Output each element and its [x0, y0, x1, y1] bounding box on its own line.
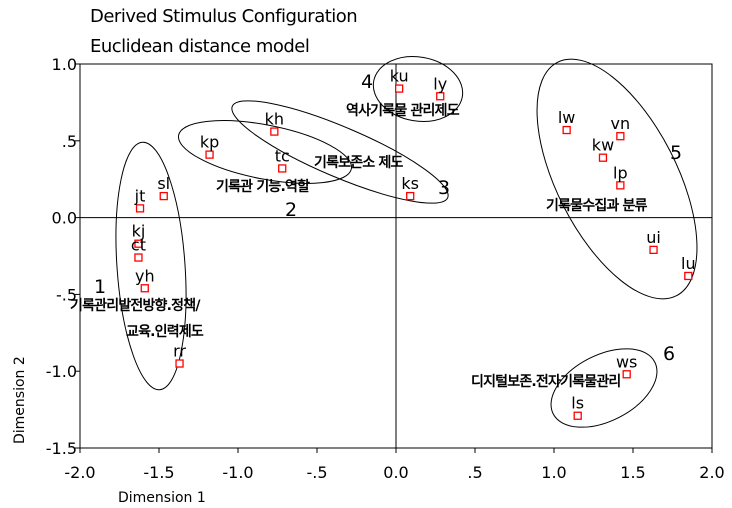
point-lu: [684, 271, 693, 281]
y-tick-label: 1.0: [52, 55, 77, 74]
point-ks: [406, 191, 415, 201]
group-4-outline: [372, 56, 464, 122]
point-label-kp: kp: [200, 133, 219, 152]
point-label-vn: vn: [611, 114, 631, 133]
point-kw: [598, 153, 608, 162]
group-2-name: 기록관 기능.역할: [216, 178, 310, 195]
point-kh: [270, 127, 279, 136]
point-ui: [649, 245, 658, 255]
point-ls: [573, 411, 582, 420]
x-tick-label: -.5: [306, 463, 327, 482]
point-label-ly: ly: [433, 74, 447, 93]
point-label-sl: sl: [157, 174, 170, 193]
point-ly: [436, 92, 445, 101]
y-tick-label: -1.5: [46, 439, 77, 458]
group-5-number: 5: [670, 142, 682, 164]
chart-title: Derived Stimulus Configuration: [90, 6, 358, 27]
x-tick-label: 0.0: [383, 463, 408, 482]
y-tick-label: -1.0: [46, 362, 77, 381]
point-label-ks: ks: [401, 174, 419, 193]
point-kp: [205, 150, 214, 159]
point-vn: [616, 132, 625, 141]
group-6-name: 디지털보존.전자기록물관리: [471, 373, 620, 390]
point-jt: [135, 204, 145, 213]
point-label-yh: yh: [135, 266, 155, 285]
group-4-name: 역사기록물 관리제도: [346, 102, 460, 119]
group-3-number: 3: [438, 177, 450, 199]
point-label-kj: kj: [132, 222, 146, 241]
y-tick-label: .5: [62, 132, 77, 151]
y-axis-label: Dimension 2: [12, 356, 28, 444]
point-ku: [395, 84, 404, 93]
point-label-kw: kw: [592, 136, 614, 155]
x-tick-label: -2.0: [64, 463, 95, 482]
chart-subtitle: Euclidean distance model: [90, 36, 310, 57]
point-label-rr: rr: [173, 342, 186, 361]
group-1-name: 기록관리발전방향.정책/: [70, 297, 201, 314]
y-tick-label: 0.0: [52, 209, 77, 228]
point-label-lw: lw: [558, 108, 576, 127]
group-4-number: 4: [361, 71, 373, 93]
group-1-name: 교육.인력제도: [126, 323, 204, 340]
group-1-number: 1: [94, 276, 106, 298]
x-tick-label: 1.0: [541, 463, 566, 482]
group-2-outline: [177, 120, 353, 184]
y-tick-label: -.5: [56, 285, 77, 304]
point-yh: [140, 284, 149, 293]
point-tc: [278, 164, 287, 173]
group-1-outline: [115, 141, 187, 391]
point-label-jt: jt: [134, 186, 146, 205]
point-sl: [159, 191, 168, 201]
point-label-ku: ku: [390, 67, 409, 86]
point-lp: [616, 181, 625, 190]
group-6-number: 6: [663, 343, 675, 365]
point-kj: [134, 239, 143, 248]
group-3-outline: [231, 100, 449, 204]
group-3-name: 기록보존소 제도: [314, 155, 404, 171]
group-6-outline: [550, 348, 658, 428]
point-label-ls: ls: [571, 394, 584, 413]
x-tick-label: .5: [467, 463, 482, 482]
point-label-lu: lu: [681, 254, 696, 273]
point-rr: [175, 359, 184, 368]
group-2-number: 2: [285, 199, 297, 221]
x-tick-label: -1.0: [222, 463, 253, 482]
point-lw: [562, 125, 571, 135]
x-tick-label: -1.5: [143, 463, 174, 482]
point-label-ui: ui: [646, 228, 661, 247]
group-5-outline: [536, 58, 698, 300]
point-label-ws: ws: [616, 352, 637, 371]
x-axis-label: Dimension 1: [118, 490, 206, 506]
x-tick-label: 1.5: [620, 463, 645, 482]
point-label-lp: lp: [613, 163, 628, 182]
x-tick-label: 2.0: [699, 463, 724, 482]
point-ct: [134, 253, 143, 262]
point-label-tc: tc: [275, 146, 290, 165]
point-label-ct: ct: [131, 236, 146, 255]
point-ws: [622, 370, 631, 379]
point-label-kh: kh: [265, 110, 284, 129]
group-5-name: 기록물수집과 분류: [546, 197, 648, 214]
